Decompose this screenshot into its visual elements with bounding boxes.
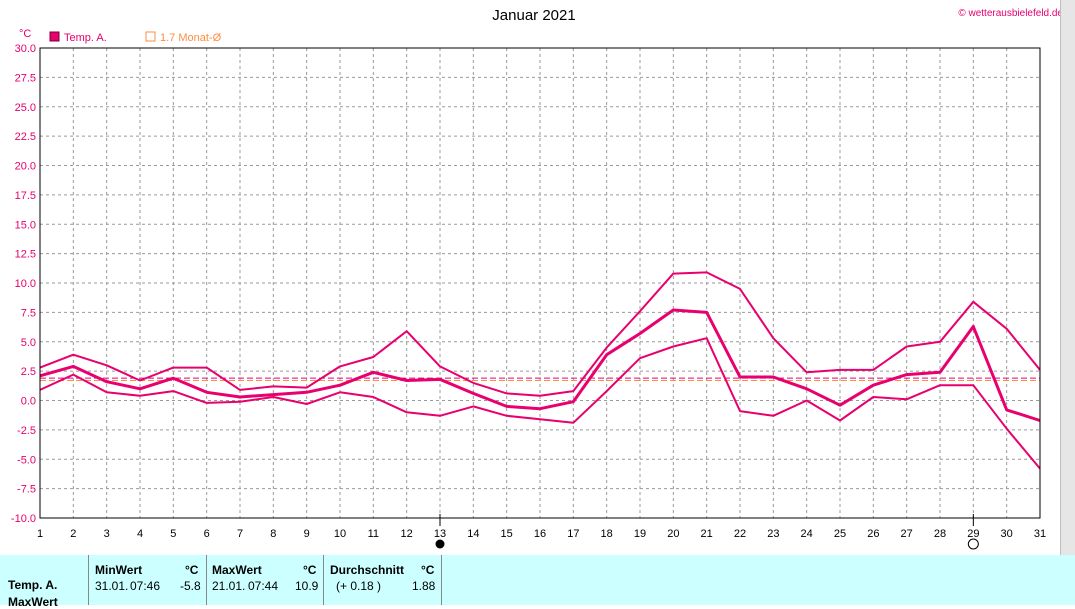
copyright-text[interactable]: © wetterausbielefeld.de <box>958 8 1063 19</box>
x-tick-label: 11 <box>368 528 379 540</box>
x-tick-label: 28 <box>934 528 946 540</box>
x-tick-label: 29 <box>967 528 979 540</box>
legend-avg-label: 1.7 Monat-Ø <box>160 32 222 44</box>
stats-row-label: Temp. A. <box>8 578 58 592</box>
y-tick-label: 22.5 <box>15 131 36 143</box>
max-value: 10.9 <box>295 579 319 593</box>
legend-avg-swatch <box>145 31 156 42</box>
y-tick-label: 25.0 <box>15 102 36 114</box>
side-scroll-strip[interactable] <box>1060 0 1075 555</box>
x-tick-label: 23 <box>767 528 779 540</box>
unit-label: °C <box>19 28 31 40</box>
x-tick-label: 7 <box>237 528 243 540</box>
x-tick-label: 17 <box>567 528 579 540</box>
x-tick-label: 13 <box>434 528 446 540</box>
x-tick-label: 4 <box>137 528 143 540</box>
plot-border <box>39 47 1041 519</box>
y-tick-label: 15.0 <box>15 219 36 231</box>
x-tick-label: 10 <box>334 528 346 540</box>
x-tick-label: 15 <box>501 528 513 540</box>
y-tick-label: 12.5 <box>15 249 36 261</box>
x-tick-label: 22 <box>734 528 746 540</box>
x-tick-label: 14 <box>467 528 479 540</box>
series-line-min <box>39 337 1041 470</box>
legend-series-swatch <box>49 31 60 42</box>
x-tick-label: 25 <box>834 528 846 540</box>
min-unit: °C <box>185 563 199 577</box>
y-tick-label: 30.0 <box>15 43 36 55</box>
y-tick-label: 0.0 <box>21 396 36 408</box>
y-tick-label: 10.0 <box>15 278 36 290</box>
x-tick-label: 1 <box>37 528 43 540</box>
y-tick-label: -7.5 <box>17 484 36 496</box>
stats-panel: Temp. A. MaxWert MinWert °C 31.01. 07:46… <box>0 555 1075 609</box>
min-header: MinWert <box>95 563 143 577</box>
chart-title: Januar 2021 <box>492 7 575 24</box>
new-moon-icon <box>967 538 979 550</box>
y-tick-label: 17.5 <box>15 190 36 202</box>
legend-series-label: Temp. A. <box>64 32 107 44</box>
x-tick-label: 8 <box>270 528 276 540</box>
max-unit: °C <box>303 563 317 577</box>
reference-lines <box>40 377 1040 382</box>
min-value: -5.8 <box>180 579 201 593</box>
series-lines <box>39 271 1041 470</box>
full-moon-icon <box>435 539 445 549</box>
x-tick-label: 27 <box>901 528 913 540</box>
y-tick-label: 7.5 <box>21 307 36 319</box>
x-tick-label: 9 <box>304 528 310 540</box>
y-tick-label: 27.5 <box>15 72 36 84</box>
x-tick-label: 16 <box>534 528 546 540</box>
x-tick-label: 3 <box>104 528 110 540</box>
min-time: 07:46 <box>130 579 161 593</box>
x-tick-label: 6 <box>204 528 210 540</box>
avg-delta: (+ 0.18 ) <box>336 579 382 593</box>
avg-header: Durchschnitt <box>330 563 405 577</box>
x-tick-label: 30 <box>1001 528 1013 540</box>
x-tick-label: 18 <box>601 528 613 540</box>
stats-divider <box>88 555 89 605</box>
max-date: 21.01. <box>212 579 246 593</box>
avg-value: 1.88 <box>412 579 436 593</box>
temperature-chart: 30.027.525.022.520.017.515.012.510.07.55… <box>11 7 1063 550</box>
x-tick-label: 24 <box>801 528 813 540</box>
min-date: 31.01. <box>95 579 129 593</box>
stats-row-label: MaxWert <box>8 595 58 609</box>
series-line-avg <box>39 308 1041 422</box>
x-tick-label: 19 <box>634 528 646 540</box>
y-tick-label: -2.5 <box>17 425 36 437</box>
series-line-max <box>39 271 1041 397</box>
y-tick-label: 2.5 <box>21 366 36 378</box>
stats-divider <box>441 555 442 605</box>
x-tick-label: 26 <box>867 528 879 540</box>
x-tick-label: 2 <box>70 528 76 540</box>
x-tick-label: 20 <box>667 528 679 540</box>
max-time: 07:44 <box>248 579 279 593</box>
stats-divider <box>206 555 207 605</box>
x-tick-label: 21 <box>701 528 713 540</box>
chart-grid <box>40 48 1040 518</box>
y-tick-label: -10.0 <box>11 513 36 525</box>
x-tick-label: 31 <box>1034 528 1046 540</box>
y-tick-label: 20.0 <box>15 161 36 173</box>
stats-divider <box>323 555 324 605</box>
x-tick-label: 5 <box>170 528 176 540</box>
x-tick-label: 12 <box>401 528 413 540</box>
max-header: MaxWert <box>212 563 262 577</box>
chart-axes: 30.027.525.022.520.017.515.012.510.07.55… <box>11 43 1046 550</box>
y-tick-label: 5.0 <box>21 337 36 349</box>
y-tick-label: -5.0 <box>17 454 36 466</box>
avg-unit: °C <box>421 563 435 577</box>
